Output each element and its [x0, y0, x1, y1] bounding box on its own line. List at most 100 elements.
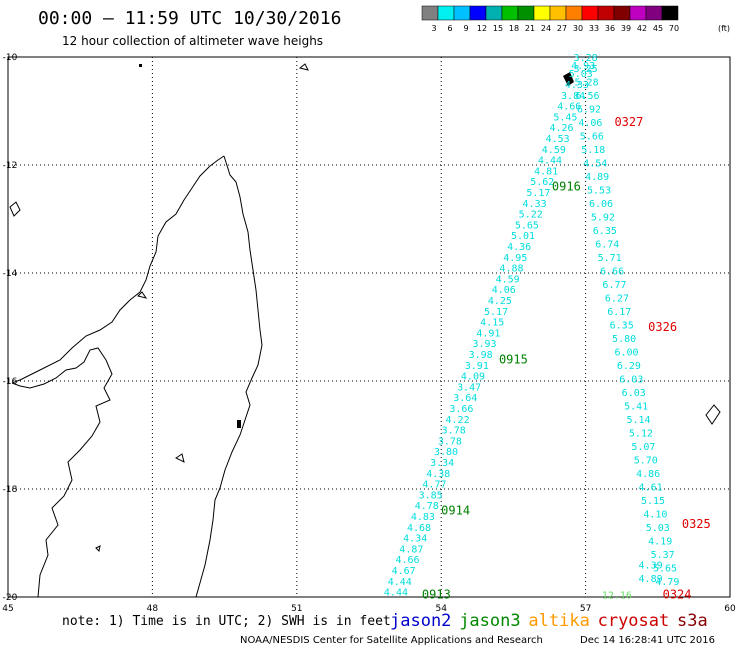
swh-value-label: 5.70 [634, 455, 658, 466]
y-tick-label: -18 [3, 485, 18, 495]
time-label: 0913 [422, 587, 451, 601]
colorbar-swatch [597, 5, 615, 21]
swh-value-label: 5.17 [484, 307, 508, 318]
footnote: note: 1) Time is in UTC; 2) SWH is in fe… [62, 614, 391, 629]
chart-subtitle: 12 hour collection of altimeter wave hei… [62, 34, 323, 48]
colorbar-label: 24 [541, 24, 551, 33]
swh-value-label: 5.15 [641, 496, 665, 507]
swh-value-label: 5.14 [626, 415, 650, 426]
credit-text: NOAA/NESDIS Center for Satellite Applica… [240, 635, 543, 646]
colorbar-swatch [565, 5, 583, 21]
swh-value-label: 6.29 [617, 361, 641, 372]
axis-tick-labels: 45 48 51 54 57 60 -10 -12 -14 -16 -18 -20 [2, 53, 736, 614]
swh-value-label: 3.91 [465, 361, 489, 372]
swh-value-label: 4.67 [392, 566, 416, 577]
swh-value-label: 5.71 [598, 253, 622, 264]
swh-value-label: 3.85 [419, 490, 443, 501]
swh-value-label: 4.53 [546, 134, 570, 145]
swh-value-label: 4.06 [578, 118, 602, 129]
swh-value-label: 5.53 [587, 185, 611, 196]
x-tick-label: 54 [435, 604, 447, 614]
satellite-name: jason2 [390, 611, 451, 631]
swh-value-label: 4.54 [583, 158, 607, 169]
colorbar-swatch [661, 5, 679, 21]
swh-value-label: 4.09 [461, 372, 485, 383]
colorbar-label: 42 [637, 24, 647, 33]
time-label: 0324 [663, 587, 692, 601]
swh-value-label: 5.66 [580, 131, 604, 142]
swh-value-label: 4.66 [395, 555, 419, 566]
time-label: 0326 [648, 320, 677, 334]
swh-value-label: 4.25 [488, 296, 512, 307]
swh-value-label: 4.15 [480, 318, 504, 329]
x-tick-label: 48 [147, 604, 159, 614]
swh-value-label: 5.65 [653, 563, 677, 574]
swh-value-label: 6.35 [610, 320, 634, 331]
swh-value-label: 3.78 [442, 426, 466, 437]
colorbar-label: 18 [509, 24, 519, 33]
swh-value-label: 4.93 [571, 61, 595, 72]
swh-value-label: 4.78 [415, 501, 439, 512]
graticule [8, 57, 730, 597]
swh-value-label: 5.17 [526, 188, 550, 199]
swh-value-label: 12.16 [602, 590, 632, 601]
satellite-legend: jason2 jason3 altika cryosat s3a [390, 611, 708, 631]
x-tick-label: 57 [580, 604, 591, 614]
swh-value-label: 4.61 [639, 482, 663, 493]
y-tick-label: -12 [3, 161, 18, 171]
swh-value-label: 4.44 [388, 577, 412, 588]
colorbar-label: 3 [431, 24, 436, 33]
satellite-name: s3a [677, 611, 708, 631]
colorbar-swatch [517, 5, 535, 21]
swh-value-label: 4.91 [476, 328, 500, 339]
swh-value-label: 6.56 [575, 91, 599, 102]
colorbar-label: 36 [605, 24, 615, 33]
swh-value-label: 4.87 [399, 544, 423, 555]
colorbar-swatch [533, 5, 551, 21]
x-tick-label: 51 [291, 604, 302, 614]
swh-values: 3.284.935.034.333.844.665.454.264.534.59… [384, 53, 711, 601]
colorbar-label: 21 [525, 24, 535, 33]
x-tick-label: 45 [2, 604, 13, 614]
swh-value-label: 4.68 [407, 523, 431, 534]
colorbar-swatch [549, 5, 567, 21]
swh-value-label: 6.00 [614, 347, 638, 358]
swh-value-label: 3.93 [472, 339, 496, 350]
swh-value-label: 3.80 [434, 447, 458, 458]
map-frame [7, 56, 731, 598]
swh-value-label: 4.26 [549, 123, 573, 134]
swh-value-label: 5.12 [629, 428, 653, 439]
swh-value-label: 4.83 [411, 512, 435, 523]
colorbar-swatch [581, 5, 599, 21]
colorbar-swatch [629, 5, 647, 21]
colorbar-unit: (ft) [718, 24, 730, 33]
swh-value-label: 6.66 [600, 266, 624, 277]
swh-value-label: 6.77 [602, 280, 626, 291]
colorbar-swatch [469, 5, 487, 21]
colorbar-label: 27 [557, 24, 567, 33]
swh-value-label: 6.03 [619, 374, 643, 385]
swh-value-label: 6.03 [622, 388, 646, 399]
timestamp-text: Dec 14 16:28:41 UTC 2016 [580, 635, 715, 646]
swh-value-label: 3.25 [574, 64, 598, 75]
swh-value-label: 4.34 [403, 534, 427, 545]
swh-value-label: 4.33 [523, 199, 547, 210]
swh-value-label: 4.81 [534, 166, 558, 177]
swh-value-label: 4.79 [655, 577, 679, 588]
swh-value-label: 5.65 [515, 220, 539, 231]
colorbar-label: 45 [653, 24, 663, 33]
swh-value-label: 4.77 [422, 480, 446, 491]
swh-value-label: 5.01 [511, 231, 535, 242]
swh-value-label: 5.92 [591, 212, 615, 223]
swh-value-label: 6.27 [605, 293, 629, 304]
swh-value-label: 3.64 [453, 393, 477, 404]
colorbar-label: 33 [589, 24, 599, 33]
colorbar-label: 39 [621, 24, 631, 33]
time-label: 0327 [614, 115, 643, 129]
swh-value-label: 4.06 [492, 285, 516, 296]
y-tick-label: -14 [3, 269, 18, 279]
colorbar-swatch [613, 5, 631, 21]
swh-value-label: 3.84 [561, 91, 585, 102]
swh-value-label: 4.10 [643, 509, 667, 520]
